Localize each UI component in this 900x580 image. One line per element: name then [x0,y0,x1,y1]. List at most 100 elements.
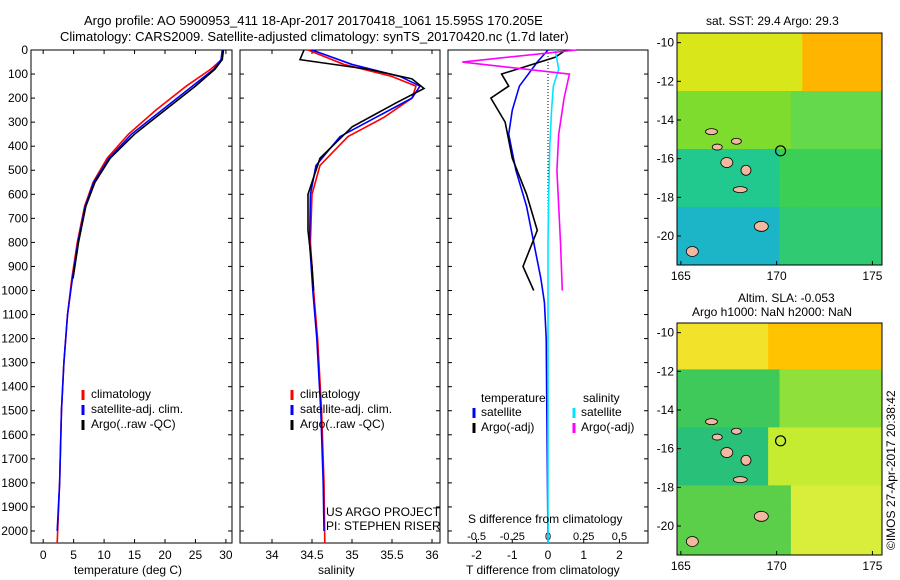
map-cell [779,485,792,498]
map-cell [779,323,792,336]
map-cell [870,67,883,80]
map-cell [836,230,849,243]
map-cell [802,369,815,382]
map-cell [733,369,746,382]
map-cell [699,381,712,394]
map-cell [836,543,849,556]
map-cell [870,230,883,243]
map-cell [745,207,758,220]
map-cell [847,334,860,347]
x-tick-label-t-diff: 0 [545,548,552,562]
map-cell [779,172,792,185]
map-cell [677,485,689,498]
map-cell [825,439,837,452]
map-cell [779,404,792,417]
map-cell [790,102,803,115]
map-cell [825,369,837,382]
map-cell [768,439,780,452]
sst-map-title: sat. SST: 29.4 Argo: 29.3 [706,14,839,28]
map-cell [768,427,780,440]
map-cell [756,56,769,69]
map-cell [699,218,712,231]
map-cell [859,531,872,544]
map-cell [711,56,724,69]
map-cell [699,520,712,533]
x-tick-label-s-diff: 0.5 [612,531,627,543]
map-cell [711,172,724,185]
x-tick-label-temp: 15 [128,548,142,562]
map-cell [859,207,872,220]
map-cell [825,149,837,162]
map-cell [733,439,746,452]
map-cell [870,369,883,382]
map-cell [688,195,701,208]
map-cell [745,357,758,370]
map-cell [813,114,826,127]
map-cell [859,79,872,92]
map-cell [722,218,735,231]
map-cell [756,346,769,359]
map-cell [779,67,792,80]
x-tick-label-t-diff: 2 [616,548,623,562]
map-cell [836,473,849,486]
map-cell [859,520,872,533]
map-cell [711,485,724,498]
sla-map [677,323,883,556]
map-cell [722,323,735,336]
y-tick-label: 300 [8,115,28,129]
map-cell [870,114,883,127]
series-line-diff-3 [462,49,577,291]
map-cell [790,323,803,336]
map-cell [813,125,826,138]
map-cell [790,149,803,162]
map-cell [847,346,860,359]
map-cell [779,230,792,243]
map-cell [722,114,735,127]
map-cell [745,369,758,382]
map-cell [688,473,701,486]
imos-credit: ©IMOS 27-Apr-2017 20:38:42 [884,390,898,550]
map-cell [768,253,780,266]
map-cell [779,218,792,231]
map-cell [768,102,780,115]
map-cell [779,427,792,440]
map-cell [688,160,701,173]
map-cell [756,531,769,544]
y-tick-label: 900 [8,259,28,273]
map-cell [813,323,826,336]
map-cell [688,369,701,382]
map-cell [722,415,735,428]
map-cell [802,473,815,486]
map-cell [802,207,815,220]
map-x-tick-label-sla-map: 165 [671,559,691,573]
map-cell [825,241,837,254]
map-cell [756,44,769,57]
map-cell [779,369,792,382]
map-cell [733,462,746,475]
map-cell [745,450,758,463]
legend-label-temp: climatology [91,387,151,401]
island-shape [730,137,742,145]
map-cell [768,520,780,533]
map-cell [825,450,837,463]
map-cell [847,44,860,57]
y-tick-label: 1700 [1,452,28,466]
map-cell [768,462,780,475]
map-cell [790,531,803,544]
map-cell [745,462,758,475]
map-cell [722,195,735,208]
map-cell [733,520,746,533]
map-cell [847,91,860,104]
map-cell [825,543,837,556]
map-cell [711,427,724,440]
map-cell [745,149,758,162]
map-cell [825,195,837,208]
x-tick-label-temp: 5 [70,548,77,562]
map-cell [733,485,746,498]
map-cell [836,334,849,347]
map-cell [802,33,815,46]
map-cell [768,137,780,150]
map-cell [825,381,837,394]
map-cell [779,543,792,556]
